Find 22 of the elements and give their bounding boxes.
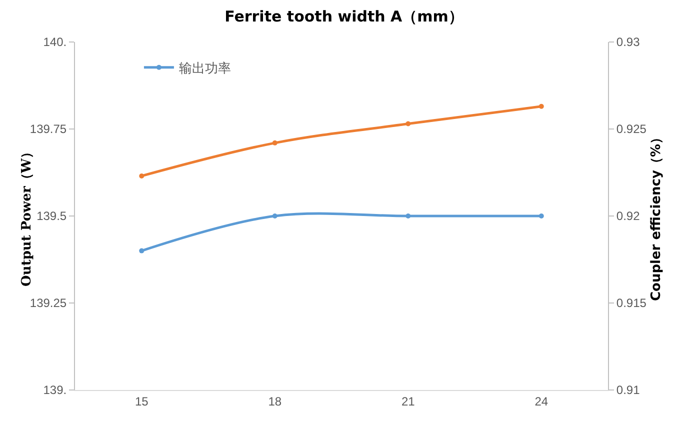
y2-tick-label: 0.93	[616, 35, 640, 50]
chart-title: Ferrite tooth width A（mm）	[224, 7, 464, 26]
x-tick-label: 15	[134, 394, 149, 408]
x-tick-label: 18	[268, 394, 282, 408]
x-tick-label: 21	[401, 394, 416, 408]
legend-label: 输出功率	[178, 60, 231, 76]
point	[272, 140, 278, 146]
y2-axis-title: Coupler efficiency（%）	[648, 131, 664, 301]
y-tick-label: 140.	[43, 35, 67, 50]
point	[538, 104, 544, 109]
y2-tick-label: 0.915	[616, 296, 647, 310]
y-axis-title: Output Power（W）	[20, 146, 35, 286]
y-tick-label: 139.5	[36, 209, 67, 224]
y-tick-label: 139.75	[30, 122, 67, 136]
y2-tick-label: 0.925	[616, 122, 647, 136]
y2-tick-label: 0.91	[616, 383, 640, 398]
point	[406, 121, 411, 126]
y-tick-label: 139.25	[30, 296, 67, 310]
x-tick-label: 24	[534, 394, 548, 408]
y2-tick-label: 0.92	[616, 209, 640, 224]
y-tick-label: 139.	[43, 383, 67, 398]
point	[139, 173, 144, 178]
